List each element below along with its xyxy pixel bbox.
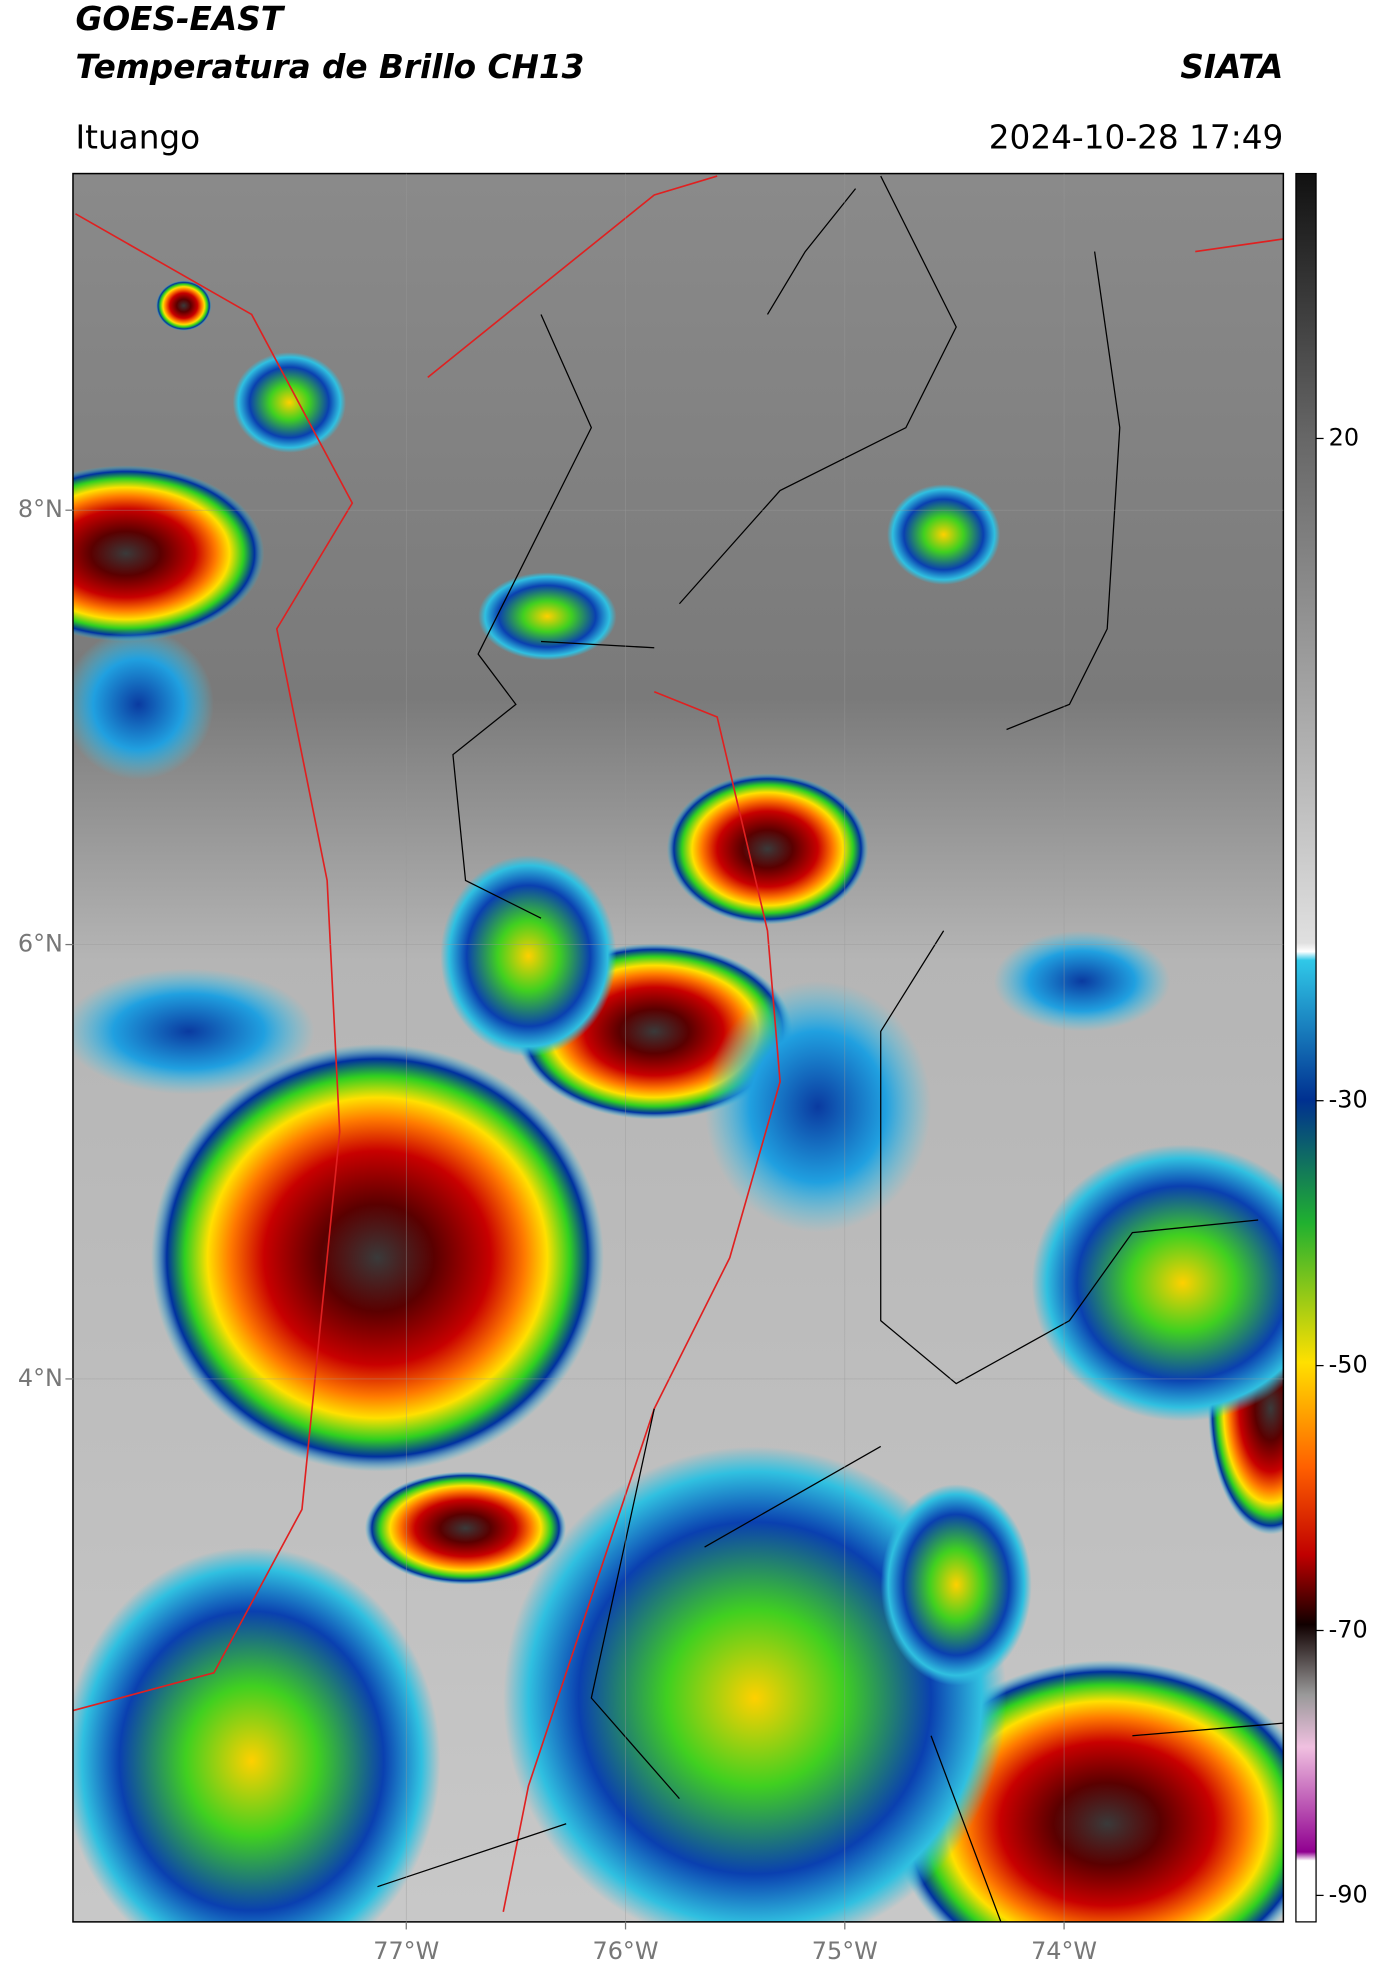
colorbar-tick-label: -30 [1329, 1086, 1368, 1114]
location: Ituango [75, 118, 200, 156]
title: GOES-EAST [75, 0, 285, 38]
colorbar [1295, 172, 1317, 1923]
colorbar-tick-label: 20 [1329, 423, 1359, 451]
colorbar-tick-label: -70 [1329, 1616, 1368, 1644]
y-tick-label: 8°N [18, 495, 63, 523]
x-tick-label: 77°W [373, 1937, 439, 1965]
x-tick-label: 74°W [1031, 1937, 1097, 1965]
satellite-image [72, 173, 1284, 1922]
colorbar-tick-label: -50 [1329, 1351, 1368, 1379]
subtitle: Temperatura de Brillo CH13 [75, 48, 584, 86]
datetime: 2024-10-28 17:49 [989, 118, 1284, 156]
y-tick-label: 4°N [18, 1364, 63, 1392]
source: SIATA [1180, 48, 1283, 86]
x-tick-label: 75°W [812, 1937, 878, 1965]
colorbar-tick-label: -90 [1329, 1880, 1368, 1908]
map-frame [72, 172, 1285, 1923]
x-tick-label: 76°W [593, 1937, 659, 1965]
y-tick-label: 6°N [18, 930, 63, 958]
